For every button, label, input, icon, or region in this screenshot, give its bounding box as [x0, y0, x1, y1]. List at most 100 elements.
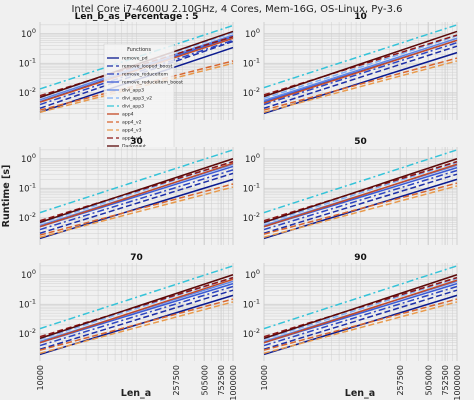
x-tick-label: 10000 — [36, 365, 45, 390]
series-line-remove-looped-boost — [39, 289, 234, 350]
series-line-remove-looped-boost — [263, 45, 458, 109]
subplot-5: 10-2 10-1 100 10000 257500 505000 752500 100000… — [19, 253, 238, 400]
y-tick-label: 10-2 — [19, 327, 36, 340]
subplot-2: 10-2 10-1 100 10 — [243, 12, 458, 120]
series-line-remove-looped-boost — [263, 289, 458, 350]
legend: Functions remove_pd remove_looped_boostrem… — [103, 43, 183, 155]
series-line-app4-v3 — [263, 301, 458, 354]
series-line-divi-app3 — [263, 149, 458, 214]
series-line-app4 — [263, 279, 458, 344]
subplot-title: 90 — [354, 253, 367, 263]
subplot-3: 10-2 10-1 100 30 — [19, 137, 234, 245]
series-line-divi-app3-v2 — [263, 35, 458, 100]
x-tick-label: 505000 — [200, 365, 209, 396]
y-tick-label: 100 — [21, 268, 36, 281]
legend-label: remove_reduceitem — [122, 72, 168, 78]
subplot-title: 70 — [130, 253, 143, 263]
legend-label: remove_pd — [122, 56, 148, 62]
series-line-remove-reduceitem — [39, 169, 234, 231]
series-line-Darkonaut — [263, 30, 458, 98]
grid-lines — [39, 263, 234, 361]
figure-suptitle: Intel Core i7-4600U 2.10GHz, 4 Cores, Me… — [71, 4, 402, 15]
subplot-title: 50 — [354, 137, 367, 147]
figure-xlabel-left: Len_a — [121, 388, 151, 399]
x-tick-label: 257500 — [396, 365, 405, 396]
series-line-app4-v3 — [263, 185, 458, 238]
series-line-Darkonaut — [263, 158, 458, 224]
series-line-remove-looped-boost — [39, 172, 234, 234]
series-line-app4 — [39, 278, 234, 344]
series-line-remove-reduceitem — [263, 169, 458, 231]
y-tick-label: 100 — [21, 27, 36, 40]
series-line-remove-reduceitem — [263, 41, 458, 106]
series-line-divi-app3 — [39, 149, 234, 214]
legend-label: remove_looped_boost — [122, 64, 173, 70]
series-line-remove-reduceitem — [39, 285, 234, 347]
series-line-app4 — [263, 39, 458, 104]
y-tick-label: 10-1 — [243, 297, 260, 310]
figure-ylabel: Runtime [s] — [1, 165, 12, 228]
grid-lines — [263, 22, 458, 120]
legend-label: divi_app3_v2 — [122, 96, 152, 102]
series-group — [39, 265, 234, 356]
series-group — [263, 24, 458, 115]
y-tick-label: 100 — [245, 152, 260, 165]
legend-label: divi_app3 — [122, 104, 144, 110]
series-line-app4-v3 — [39, 301, 234, 354]
y-tick-label: 100 — [245, 268, 260, 281]
x-tick-label: 752500 — [217, 365, 226, 396]
y-tick-label: 10-1 — [243, 181, 260, 194]
y-tick-label: 10-2 — [19, 211, 36, 224]
series-line-divi-app3 — [263, 265, 458, 330]
subplot-6: 10-2 10-1 100 10000 257500 505000 752500 100000… — [243, 253, 462, 400]
subplot-4: 10-2 10-1 100 50 — [243, 137, 458, 245]
series-line-divi-app3-v2 — [39, 160, 234, 225]
legend-box — [103, 43, 175, 155]
series-line-app4-v2 — [263, 57, 458, 111]
series-line-remove-reduceitem — [263, 285, 458, 347]
series-line-app4-v2 — [39, 298, 234, 351]
figure-xlabel-right: Len_a — [345, 388, 375, 399]
legend-label: app4_v2 — [122, 120, 142, 126]
series-group — [263, 265, 458, 356]
series-line-app4 — [263, 163, 458, 228]
series-line-app4-v3 — [263, 60, 458, 113]
legend-label: remove_reduceitem_boost — [122, 80, 183, 86]
x-tick-label: 257500 — [172, 365, 181, 396]
series-group — [39, 149, 234, 240]
series-line-Darkonaut — [39, 274, 234, 340]
series-line-app4 — [39, 162, 234, 228]
series-line-remove-pd — [263, 51, 458, 115]
series-line-Darkonaut — [39, 158, 234, 224]
y-tick-label: 10-2 — [243, 211, 260, 224]
x-tick-label: 10000 — [260, 365, 269, 390]
subplot-1: 10-2 10-1 100 Len_b_as_Percentage : 5 Functi… — [19, 12, 234, 155]
subplot-title: 30 — [130, 137, 143, 147]
y-tick-label: 10-1 — [19, 181, 36, 194]
series-line-app4-v2 — [263, 298, 458, 351]
subplot-title: 10 — [354, 12, 367, 22]
subplot-grid: 10-2 10-1 100 Len_b_as_Percentage : 5 Functi… — [19, 12, 462, 400]
y-tick-label: 10-1 — [243, 56, 260, 69]
series-group — [263, 149, 458, 240]
legend-label: app4_v4 — [122, 136, 142, 142]
x-tick-label: 1000000 — [453, 365, 462, 400]
legend-label: divi_app3 — [122, 88, 144, 94]
y-tick-label: 100 — [245, 27, 260, 40]
y-tick-label: 10-2 — [243, 86, 260, 99]
series-line-divi-app3-v2 — [39, 276, 234, 341]
y-tick-label: 10-2 — [19, 86, 36, 99]
x-tick-label: 752500 — [441, 365, 450, 396]
subplot-title: Len_b_as_Percentage : 5 — [75, 12, 199, 22]
series-line-divi-app3-v2 — [263, 161, 458, 225]
y-tick-label: 10-2 — [243, 327, 260, 340]
series-line-divi-app3 — [39, 265, 234, 330]
y-tick-label: 100 — [21, 152, 36, 165]
legend-label: Darkonaut — [122, 144, 146, 150]
x-tick-label: 1000000 — [229, 365, 238, 400]
series-line-app4-v2 — [39, 183, 234, 236]
series-line-remove-looped-boost — [263, 173, 458, 234]
legend-label: app4_v3 — [122, 128, 142, 134]
